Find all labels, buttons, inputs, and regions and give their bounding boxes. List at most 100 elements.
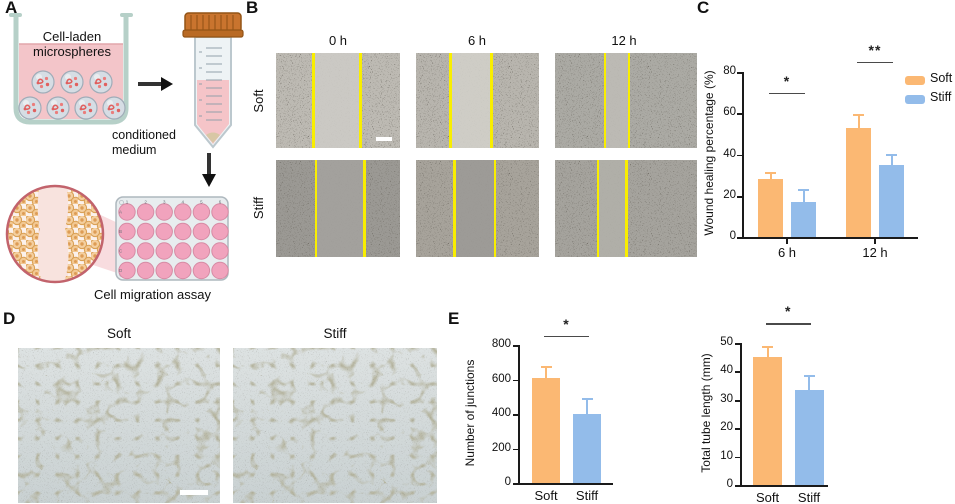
wound-edge-line (493, 160, 497, 257)
panel-a-illustration: 1 2 3 4 5 6 A B C D (5, 12, 244, 284)
significance-label: * (785, 303, 792, 320)
y-tick-label: 0 (726, 478, 733, 490)
wound-edge-line (625, 160, 628, 257)
plate-well (192, 242, 211, 260)
y-tick-label: 60 (723, 106, 736, 119)
tube-length-chart: 0 10 20 30 40 50 Total tube length (mm) Soft Sti… (690, 290, 870, 504)
y-axis-label: Wound healing percentage (%) (702, 70, 716, 236)
wound-gap-region (313, 53, 361, 148)
y-tick-label: 400 (491, 407, 511, 419)
error-bar-cap (798, 188, 809, 191)
plate-well (174, 203, 192, 221)
plate-well (155, 261, 173, 280)
x-category-label: Soft (534, 488, 558, 503)
panel-a-caption: Cell migration assay (93, 287, 212, 302)
significance-label: * (783, 72, 791, 89)
plate-well (174, 222, 192, 241)
plate-well (118, 203, 136, 221)
plate-row-label: A (119, 210, 122, 215)
wound-gap-region (315, 160, 365, 257)
y-tick-label: 600 (491, 372, 511, 385)
y-tick-label: 20 (723, 188, 736, 201)
y-tick (735, 428, 740, 430)
bar-soft-6h (758, 179, 783, 237)
wound-image-soft-0h (276, 53, 400, 148)
y-tick-label: 10 (720, 449, 733, 462)
arrow-down-icon (202, 153, 216, 187)
error-bar-whisker (890, 154, 893, 167)
error-bar-cap (540, 366, 552, 369)
bar-stiff-12h (879, 164, 904, 237)
bar-stiff (573, 414, 601, 483)
wound-edge-line (449, 53, 452, 148)
significance-line (544, 335, 589, 338)
error-bar-cap (762, 346, 773, 349)
y-tick (735, 343, 740, 345)
y-tick (735, 371, 740, 374)
row-label-soft: Soft (251, 89, 266, 113)
wound-edge-line (314, 160, 318, 257)
y-tick-label: 20 (720, 421, 733, 434)
plate-well (136, 222, 155, 241)
plate-well (136, 242, 155, 260)
conical-tube (182, 12, 244, 149)
x-tick (874, 239, 876, 244)
plate-well (174, 261, 192, 280)
well-plate-labels: 1 2 3 4 5 6 A B C D (119, 200, 222, 274)
wound-gap-region (454, 160, 495, 257)
y-axis (740, 343, 742, 487)
error-bar-cap (765, 172, 776, 175)
plate-column-label: 4 (182, 200, 185, 205)
y-tick (513, 414, 518, 416)
wound-image-stiff-12h (555, 160, 697, 257)
plate-well (211, 242, 229, 260)
y-tick (513, 483, 518, 485)
row-label-stiff: Stiff (251, 196, 266, 220)
plate-row-label: C (119, 249, 123, 254)
y-tick-label: 50 (720, 336, 733, 348)
plate-well (155, 203, 173, 221)
plate-row-label: B (119, 229, 122, 234)
plate-column-label: 3 (163, 200, 166, 205)
timepoint-header-6h: 6 h (467, 33, 487, 48)
y-tick (737, 72, 742, 74)
timepoint-header-0h: 0 h (328, 33, 348, 48)
y-tick-label: 80 (723, 65, 736, 77)
condition-header-soft: Soft (106, 326, 131, 341)
bar-soft-12h (846, 127, 871, 237)
error-bar-whisker (808, 375, 810, 392)
wound-image-soft-6h (416, 53, 539, 148)
error-bar-whisker (802, 189, 805, 204)
legend-swatch-stiff (905, 95, 925, 104)
wound-image-soft-12h (555, 53, 697, 148)
legend-label-stiff: Stiff (930, 90, 952, 104)
wound-gap-region (604, 53, 629, 148)
medium-label-line1: conditioned (112, 128, 176, 142)
wound-image-stiff-6h (416, 160, 539, 257)
plate-well (118, 261, 136, 280)
wound-image-stiff-0h (276, 160, 400, 257)
bar-soft (532, 377, 560, 483)
plate-well (155, 222, 173, 241)
plate-column-label: 5 (200, 200, 203, 205)
error-bar-cap (886, 153, 897, 156)
plate-column-label: 6 (219, 200, 222, 205)
wound-edge-line (312, 53, 315, 148)
scale-bar (376, 137, 392, 141)
error-bar-cap (581, 398, 593, 401)
plate-well (136, 261, 155, 280)
error-bar-whisker (586, 399, 588, 416)
y-tick (737, 154, 742, 157)
y-tick-label: 0 (729, 230, 736, 242)
bar-stiff (794, 389, 824, 485)
significance-label: * (563, 315, 570, 332)
y-axis-label: Number of junctions (463, 359, 477, 467)
panel-a-label: A (5, 0, 18, 17)
legend-swatch-soft (905, 76, 925, 85)
well-plate-wells (118, 203, 229, 280)
wound-edge-line (490, 53, 493, 148)
plate-well (211, 203, 229, 221)
error-bar-cap (803, 374, 815, 377)
panel-e-label: E (448, 309, 460, 328)
wound-edge-line (363, 160, 366, 257)
